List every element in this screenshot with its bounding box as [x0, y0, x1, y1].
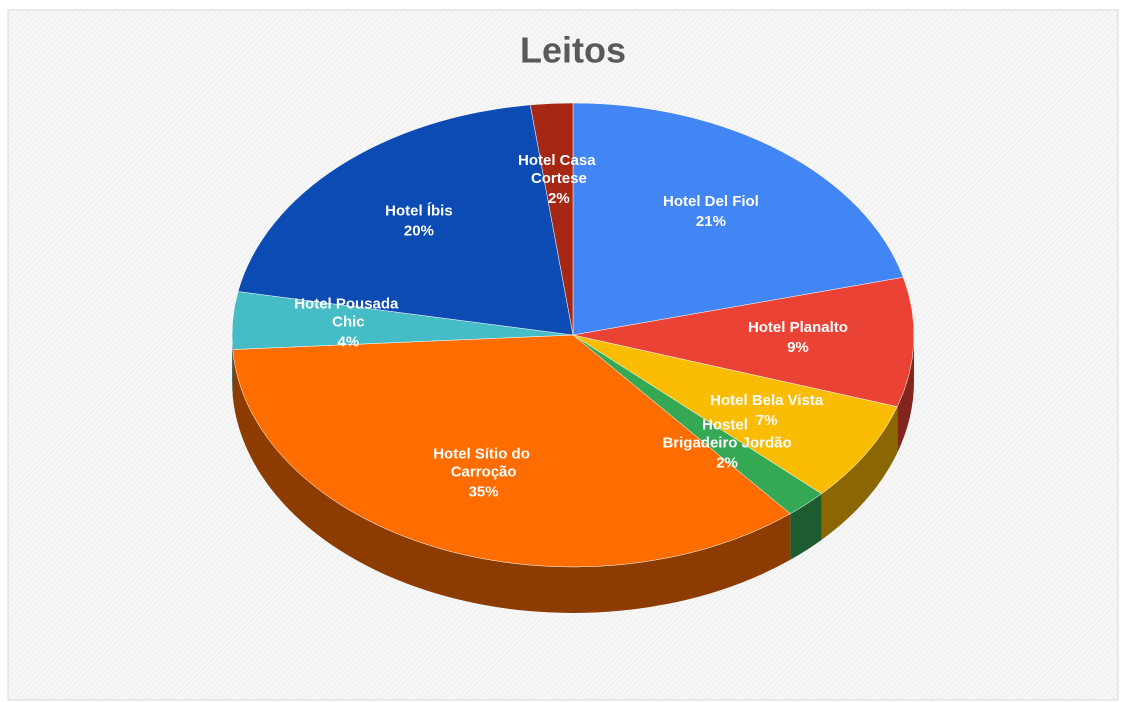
slice-value-label: 21% — [696, 213, 726, 230]
slice-side — [897, 335, 914, 453]
slice-label: Hotel Pousada Chic — [294, 295, 402, 330]
slice — [572, 277, 915, 407]
slice-value-label: 7% — [756, 412, 778, 429]
pie-tops — [231, 102, 915, 568]
slice — [572, 102, 904, 336]
slice-label: Hotel Del Fiol — [663, 193, 759, 210]
slice-value-label: 4% — [338, 333, 360, 350]
slice-label: Hostel Brigadeiro Jordão — [662, 417, 791, 452]
slice-label: Hotel Íbis — [385, 202, 453, 219]
slice-value-label: 2% — [548, 190, 570, 207]
slice-value-label: 35% — [469, 484, 499, 501]
pie-sides — [232, 335, 914, 614]
slice-side — [821, 406, 898, 540]
slice-label: Hotel Planalto — [748, 319, 848, 336]
slice — [232, 334, 791, 568]
slice — [572, 334, 898, 495]
slice — [529, 102, 574, 336]
chart-title: Leitos — [520, 30, 626, 71]
slice-value-label: 9% — [787, 339, 809, 356]
slice-value-label: 20% — [404, 222, 434, 239]
slice-label: Hotel Sítio do Carroção — [433, 446, 534, 481]
slice-side — [790, 493, 822, 560]
pie-labels: Hotel Del Fiol 21% Hotel Planalto 9% Hotel B… — [294, 152, 848, 500]
slice-label: Hotel Casa Cortese — [518, 152, 600, 187]
slice-label: Hotel Bela Vista — [710, 392, 824, 409]
slice-value-label: 2% — [716, 455, 738, 472]
slice-side — [232, 349, 791, 614]
slice — [237, 104, 574, 336]
